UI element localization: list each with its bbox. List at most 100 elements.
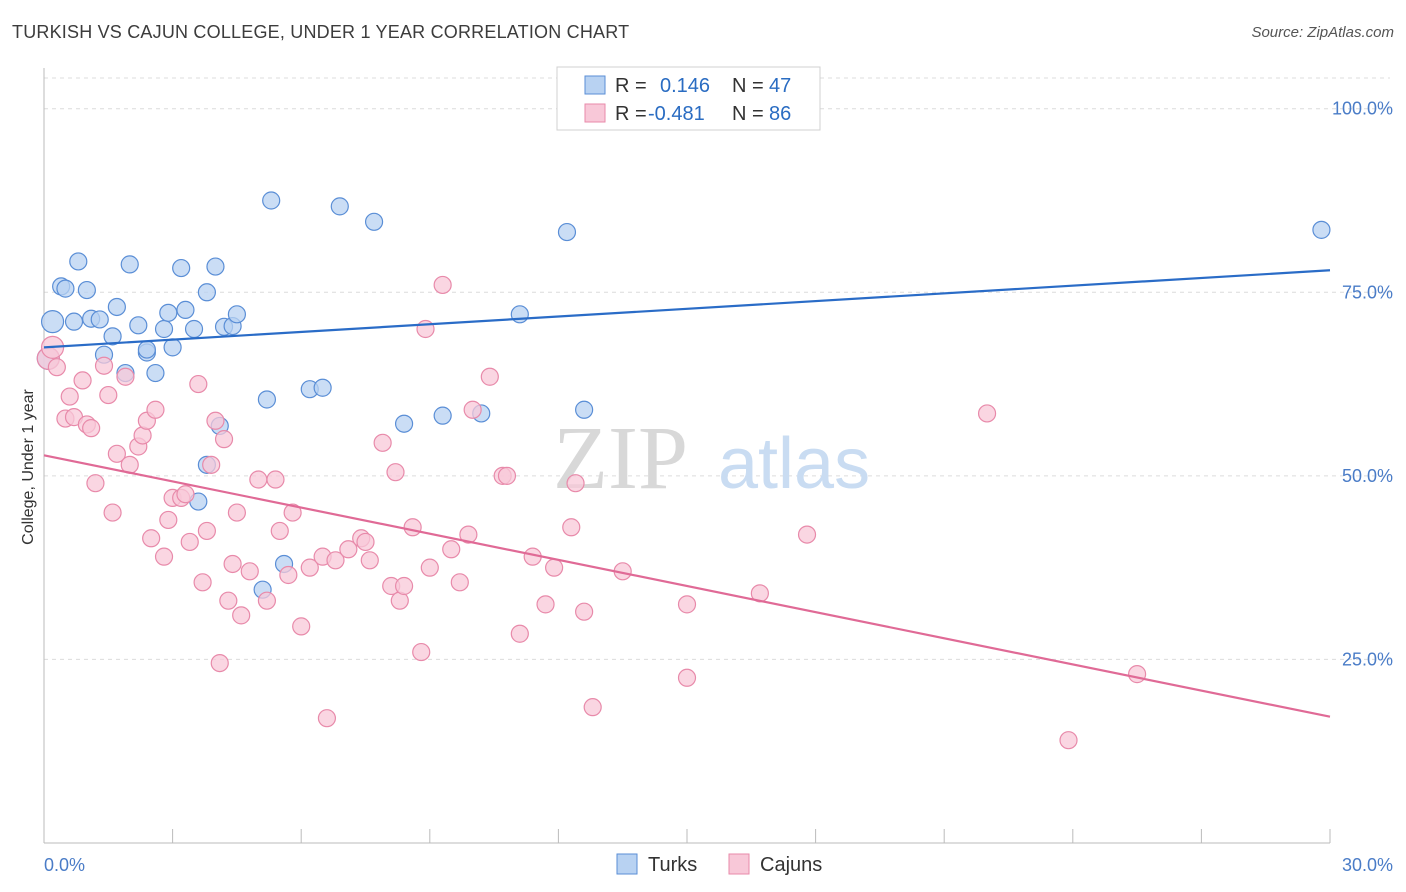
- cajuns-point: [249, 470, 268, 489]
- cajuns-point: [677, 668, 697, 687]
- cajuns-point: [433, 275, 452, 295]
- turks-point: [154, 319, 174, 339]
- turks-point: [146, 363, 165, 383]
- cajuns-point: [339, 540, 358, 559]
- cajuns-point: [283, 503, 302, 522]
- cajuns-point: [99, 385, 118, 405]
- turks-point: [64, 312, 84, 331]
- y-tick-labels: 25.0% 50.0% 75.0% 100.0%: [1332, 99, 1393, 670]
- cajuns-point: [403, 518, 422, 537]
- cajuns-point: [219, 591, 238, 610]
- cajuns-point: [189, 374, 208, 394]
- cajuns-point: [575, 602, 594, 621]
- turks-point: [1312, 220, 1331, 239]
- cajuns-point: [116, 367, 135, 386]
- legend-cajuns-swatch: [584, 103, 606, 123]
- watermark-atlas: atlas: [718, 424, 870, 504]
- bottom-legend-cajuns-swatch: [728, 853, 750, 875]
- cajuns-point: [142, 529, 161, 548]
- cajuns-point: [279, 565, 298, 585]
- x-tick-label: 30.0%: [1342, 855, 1393, 875]
- turks-point: [159, 303, 178, 322]
- watermark: ZIP atlas: [553, 409, 870, 508]
- turks-point: [184, 319, 204, 339]
- turks-point: [163, 338, 182, 357]
- cajuns-point: [176, 485, 195, 504]
- cajuns-points: [36, 275, 1147, 750]
- turks-point: [262, 191, 281, 210]
- cajuns-point: [326, 551, 345, 570]
- cajuns-point: [386, 463, 405, 482]
- cajuns-point: [257, 591, 277, 610]
- cajuns-point: [480, 367, 499, 386]
- legend-turks-r-label: R =: [615, 75, 647, 97]
- turks-point: [364, 212, 384, 231]
- legend-turks-swatch: [584, 75, 606, 95]
- cajuns-point: [677, 595, 697, 614]
- chart-title: TURKISH VS CAJUN COLLEGE, UNDER 1 YEAR C…: [12, 22, 630, 42]
- turks-point: [433, 406, 452, 425]
- turks-point: [330, 197, 349, 216]
- trend-lines: [43, 269, 1331, 718]
- cajuns-point: [1059, 731, 1078, 750]
- cajuns-point: [977, 404, 997, 423]
- source-label: Source: ZipAtlas.com: [1251, 24, 1394, 41]
- cajuns-point: [206, 411, 225, 430]
- cajuns-point: [450, 573, 469, 592]
- legend-cajuns-n-value: 86: [769, 103, 791, 125]
- legend-cajuns-r-value: -0.481: [648, 103, 705, 125]
- cajuns-point: [82, 419, 101, 438]
- watermark-zip: ZIP: [553, 409, 688, 508]
- cajuns-point: [73, 371, 92, 390]
- legend-cajuns-n-label: N =: [732, 103, 764, 125]
- y-tick-label: 75.0%: [1342, 282, 1393, 302]
- y-tick-label: 100.0%: [1332, 99, 1393, 119]
- cajuns-point: [394, 576, 414, 596]
- cajuns-point: [227, 503, 246, 522]
- cajuns-point: [202, 455, 221, 474]
- cajuns-point: [180, 532, 199, 552]
- turks-point: [197, 283, 216, 302]
- cajuns-point: [566, 474, 585, 493]
- cajuns-point: [317, 709, 337, 728]
- turks-point: [129, 316, 148, 335]
- turks-point: [176, 300, 195, 320]
- cajuns-point: [562, 518, 581, 537]
- cajuns-point: [356, 532, 375, 552]
- cajuns-point: [266, 470, 285, 489]
- turks-point: [103, 327, 122, 346]
- cajuns-point: [536, 595, 555, 614]
- bottom-legend-turks-swatch: [616, 853, 638, 875]
- cajuns-point: [420, 558, 439, 577]
- turks-point: [40, 310, 65, 334]
- y-tick-label: 50.0%: [1342, 466, 1393, 486]
- cajuns-point: [197, 521, 216, 541]
- y-axis-title: College, Under 1 year: [20, 389, 37, 545]
- cajuns-point: [459, 525, 478, 544]
- bottom-legend-turks-label: Turks: [648, 854, 697, 876]
- cajuns-point: [214, 430, 234, 449]
- bottom-legend-cajuns-label: Cajuns: [760, 854, 822, 876]
- turks-point: [69, 252, 88, 271]
- turks-point: [56, 279, 75, 298]
- cajuns-point: [1127, 665, 1147, 684]
- turks-point: [313, 378, 332, 397]
- turks-point: [107, 297, 126, 317]
- y-tick-label: 25.0%: [1342, 649, 1393, 669]
- cajuns-point: [463, 400, 482, 419]
- cajuns-point: [412, 642, 431, 662]
- turks-point: [394, 414, 414, 433]
- cajuns-point: [292, 617, 311, 636]
- cajuns-point: [797, 525, 817, 544]
- cajuns-point: [300, 558, 319, 577]
- legend: R = 0.146 N = 47 R = -0.481 N = 86: [556, 66, 821, 131]
- cajuns-point: [146, 400, 165, 419]
- cajuns-point: [583, 698, 602, 717]
- turks-points: [36, 99, 1331, 599]
- cajuns-point: [103, 503, 122, 522]
- cajuns-point: [510, 624, 529, 643]
- cajuns-point: [373, 433, 392, 452]
- cajuns-point: [107, 444, 126, 463]
- legend-turks-n-label: N =: [732, 75, 764, 97]
